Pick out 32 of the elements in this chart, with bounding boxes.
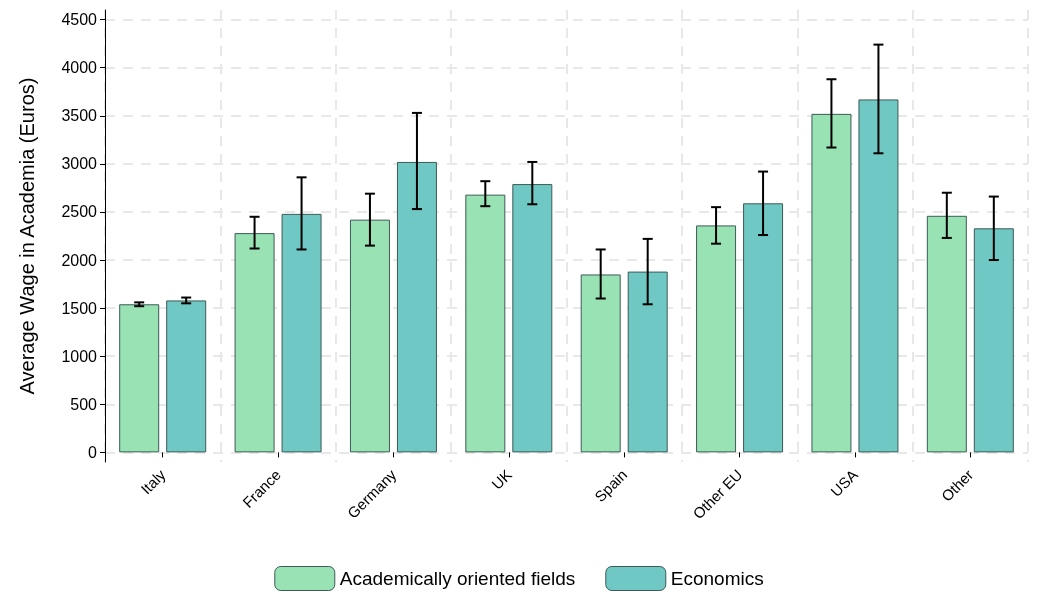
x-tick-label: Italy — [137, 465, 170, 498]
y-tick-label: 0 — [88, 443, 98, 461]
bar — [465, 194, 506, 453]
bar — [580, 274, 621, 453]
bar — [926, 215, 967, 453]
y-tick-label: 3500 — [61, 107, 98, 125]
x-tick-label: USA — [827, 465, 861, 500]
y-tick-label: 4500 — [61, 11, 98, 29]
y-tick-label: 1000 — [61, 347, 98, 365]
bar — [512, 184, 553, 453]
bar — [349, 219, 390, 453]
y-axis-title: Average Wage in Academia (Euros) — [16, 77, 38, 395]
bar — [811, 113, 852, 453]
bar — [281, 213, 322, 453]
bar — [396, 161, 437, 453]
y-tick-label: 500 — [70, 395, 98, 413]
legend-label: Economics — [670, 568, 764, 589]
bar — [743, 203, 784, 453]
bar — [234, 233, 275, 453]
bar — [858, 99, 899, 453]
y-tick-label: 2500 — [61, 203, 98, 221]
y-tick-label: 4000 — [61, 59, 98, 77]
legend-label: Academically oriented fields — [339, 568, 576, 589]
y-tick-label: 2000 — [61, 251, 98, 269]
bar — [166, 300, 207, 453]
x-tick-label: UK — [488, 465, 515, 493]
bar — [973, 228, 1014, 453]
bar — [627, 271, 668, 453]
y-tick-label: 3000 — [61, 155, 98, 173]
bar — [696, 225, 737, 453]
y-tick-label: 1500 — [61, 299, 98, 317]
bar — [119, 304, 160, 453]
